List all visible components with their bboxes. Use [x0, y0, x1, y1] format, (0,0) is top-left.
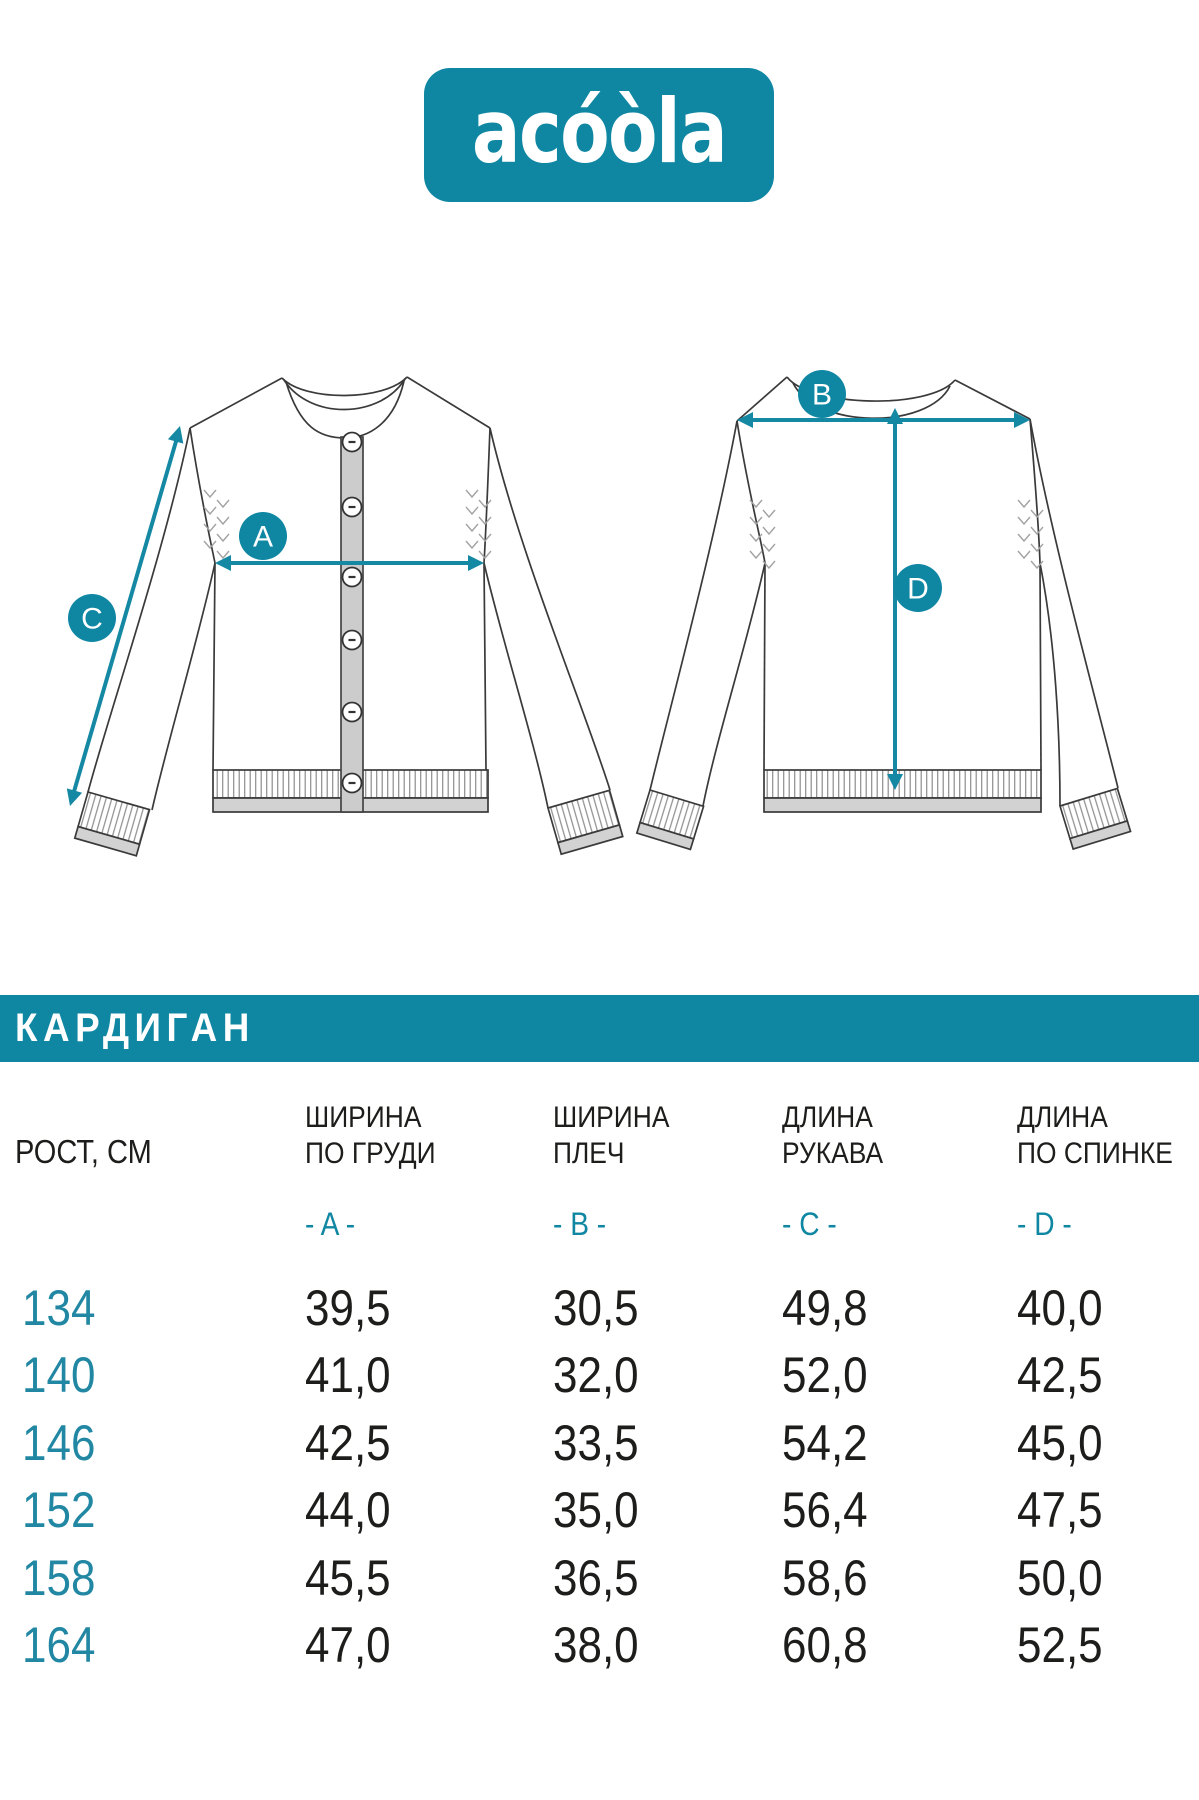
brand-logo: acóòla [424, 68, 774, 202]
row-header: РОСТ, СМ [15, 1133, 152, 1170]
cell-a: 42,5 [305, 1415, 391, 1471]
measure-arrow-b [737, 412, 1030, 428]
table-row: 152 44,0 35,0 56,4 47,5 [0, 1476, 1199, 1544]
back-right-cuff [1058, 787, 1132, 851]
cell-d: 50,0 [1017, 1550, 1103, 1606]
measure-arrow-d [887, 408, 903, 790]
cell-c: 49,8 [782, 1280, 868, 1336]
column-header-b: ШИРИНА ПЛЕЧ [553, 1101, 670, 1170]
cell-height: 146 [22, 1415, 96, 1471]
brand-logo-text: acóòla [471, 80, 728, 183]
cell-b: 36,5 [553, 1550, 639, 1606]
cell-d: 45,0 [1017, 1415, 1103, 1471]
cell-a: 47,0 [305, 1617, 391, 1673]
cell-b: 30,5 [553, 1280, 639, 1336]
cell-d: 40,0 [1017, 1280, 1103, 1336]
cell-height: 164 [22, 1617, 96, 1673]
measure-arrow-a [215, 555, 484, 571]
marker-d-badge: D [894, 564, 942, 612]
column-letter-a: - A - [305, 1206, 356, 1242]
column-header-c: ДЛИНА РУКАВА [782, 1101, 884, 1170]
marker-a-badge: A [239, 512, 287, 560]
marker-a-label: A [253, 521, 273, 554]
back-left-cuff [635, 788, 705, 851]
cell-d: 52,5 [1017, 1617, 1103, 1673]
cardigan-back-view [635, 376, 1132, 851]
column-letter-d: - D - [1017, 1206, 1072, 1242]
cell-a: 39,5 [305, 1280, 391, 1336]
cell-b: 32,0 [553, 1347, 639, 1403]
cell-a: 44,0 [305, 1482, 391, 1538]
button-placket [340, 436, 364, 813]
cell-b: 33,5 [553, 1415, 639, 1471]
cell-height: 134 [22, 1280, 96, 1336]
measure-arrow-c [66, 426, 184, 806]
column-header-d: ДЛИНА ПО СПИНКЕ [1017, 1101, 1173, 1170]
table-row: 134 39,5 30,5 49,8 40,0 [0, 1274, 1199, 1342]
table-row: 146 42,5 33,5 54,2 45,0 [0, 1409, 1199, 1477]
front-left-cuff [73, 790, 151, 857]
buttons [341, 431, 363, 794]
cell-d: 42,5 [1017, 1347, 1103, 1403]
column-letter-b: - B - [553, 1206, 607, 1242]
cell-b: 38,0 [553, 1617, 639, 1673]
section-title: КАРДИГАН [15, 1006, 255, 1050]
cell-c: 60,8 [782, 1617, 868, 1673]
garment-measure-diagram: A C [66, 370, 1132, 857]
marker-c-badge: C [68, 594, 116, 642]
table-row: 140 41,0 32,0 52,0 42,5 [0, 1341, 1199, 1409]
cell-a: 41,0 [305, 1347, 391, 1403]
cell-a: 45,5 [305, 1550, 391, 1606]
cell-c: 52,0 [782, 1347, 868, 1403]
table-row: 158 45,5 36,5 58,6 50,0 [0, 1544, 1199, 1612]
cardigan-front-view [73, 376, 624, 857]
front-right-cuff [546, 789, 624, 856]
cell-c: 58,6 [782, 1550, 868, 1606]
marker-b-label: B [812, 379, 832, 412]
marker-b-badge: B [798, 370, 846, 418]
cell-height: 152 [22, 1482, 96, 1538]
column-letter-c: - C - [782, 1206, 837, 1242]
table-row: 164 47,0 38,0 60,8 52,5 [0, 1611, 1199, 1679]
marker-d-label: D [907, 573, 929, 606]
cell-height: 158 [22, 1550, 96, 1606]
column-header-a: ШИРИНА ПО ГРУДИ [305, 1101, 436, 1170]
marker-c-label: C [81, 603, 103, 636]
section-title-bar: КАРДИГАН [0, 995, 1199, 1062]
cell-b: 35,0 [553, 1482, 639, 1538]
cell-c: 54,2 [782, 1415, 868, 1471]
cell-d: 47,5 [1017, 1482, 1103, 1538]
cell-height: 140 [22, 1347, 96, 1403]
cell-c: 56,4 [782, 1482, 868, 1538]
